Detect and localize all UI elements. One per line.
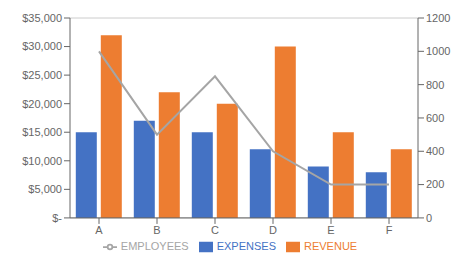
svg-text:1200: 1200 [426, 12, 450, 24]
svg-text:B: B [153, 224, 160, 236]
svg-text:C: C [211, 224, 219, 236]
svg-text:E: E [327, 224, 334, 236]
svg-text:1000: 1000 [426, 45, 450, 57]
svg-text:$10,000: $10,000 [22, 155, 62, 167]
svg-text:$-: $- [52, 212, 62, 224]
html-text:EXPENSES: EXPENSES [216, 239, 276, 252]
svg-text:$15,000: $15,000 [22, 126, 62, 138]
svg-text:$35,000: $35,000 [22, 12, 62, 24]
svg-text:800: 800 [426, 79, 444, 91]
svg-text:A: A [95, 224, 103, 236]
svg-text:$20,000: $20,000 [22, 98, 62, 110]
svg-text:200: 200 [426, 178, 444, 190]
svg-text:$30,000: $30,000 [22, 40, 62, 52]
svg-text:D: D [269, 224, 277, 236]
html-text:REVENUE: REVENUE [304, 239, 358, 252]
html-text:EMPLOYEES: EMPLOYEES [120, 239, 189, 252]
svg-text:$5,000: $5,000 [28, 183, 62, 195]
svg-text:0: 0 [426, 212, 432, 224]
svg-text:400: 400 [426, 145, 444, 157]
svg-text:F: F [386, 224, 393, 236]
svg-text:$25,000: $25,000 [22, 69, 62, 81]
svg-text:600: 600 [426, 112, 444, 124]
